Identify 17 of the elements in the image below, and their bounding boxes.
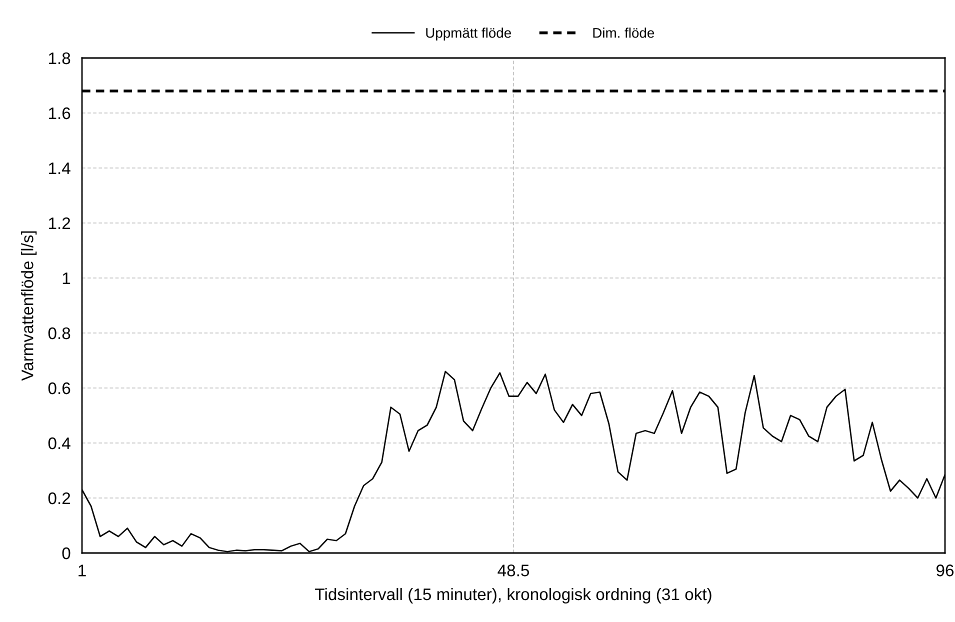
x-tick-label: 48.5 [498, 564, 530, 576]
y-tick-label: 1.6 [48, 107, 70, 120]
y-tick-label: 0.2 [48, 492, 70, 504]
y-tick-label: 1.2 [48, 217, 70, 230]
x-tick-label: 96 [936, 564, 954, 576]
y-axis-title: Varmvattenflöde [l/s] [21, 231, 37, 381]
x-tick-label: 1 [78, 564, 86, 576]
y-tick-label: 1.4 [48, 162, 70, 174]
y-tick-label: 0.6 [48, 382, 70, 394]
y-tick-label: 0.8 [48, 327, 70, 340]
y-tick-label: 0 [62, 547, 70, 560]
legend-label: Dim. flöde [593, 28, 654, 38]
y-tick-label: 0.4 [48, 437, 70, 450]
y-tick-label: 1.8 [48, 52, 70, 64]
legend-label: Uppmätt flöde [426, 28, 511, 41]
y-tick-label: 1 [62, 272, 70, 284]
x-axis-title: Tidsintervall (15 minuter), kronologisk ordning (31 okt) [315, 588, 712, 604]
